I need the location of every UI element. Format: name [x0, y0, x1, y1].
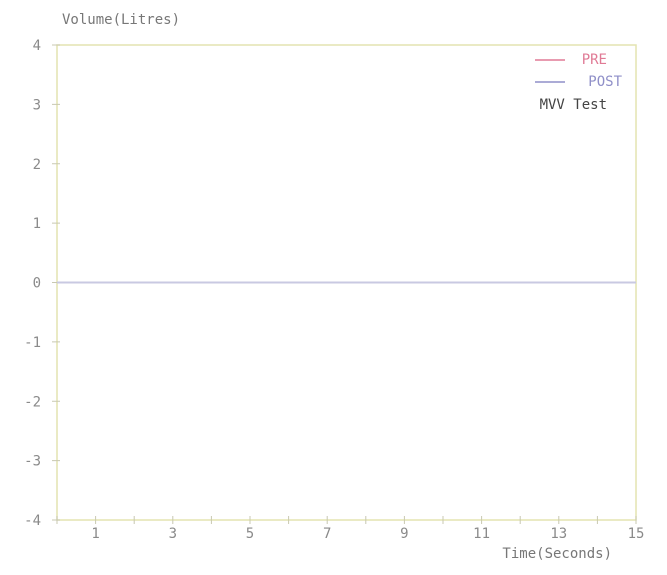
y-axis-title: Volume(Litres)	[62, 12, 180, 28]
x-axis-title: Time(Seconds)	[502, 546, 612, 562]
x-axis-ticks: 1 3 5 7 9 11 13 15	[56, 516, 645, 542]
legend-label-pre: PRE	[582, 52, 607, 68]
legend: PRE POST MVV Test	[535, 52, 623, 113]
x-tick-label: 1	[91, 526, 99, 542]
x-tick-label: 11	[473, 526, 490, 542]
y-axis-ticks: 4 3 2 1 0 -1 -2 -3 -4	[24, 38, 60, 529]
y-tick-label: 4	[33, 38, 41, 54]
test-name-annotation: MVV Test	[540, 97, 607, 113]
x-tick-label: 7	[323, 526, 331, 542]
y-tick-label: 3	[33, 97, 41, 113]
x-tick-label: 15	[628, 526, 645, 542]
y-tick-label: -4	[24, 513, 41, 529]
x-tick-label: 3	[169, 526, 177, 542]
y-tick-label: -3	[24, 454, 41, 470]
x-tick-label: 9	[400, 526, 408, 542]
x-tick-label: 5	[246, 526, 254, 542]
y-tick-label: 2	[33, 157, 41, 173]
y-tick-label: -1	[24, 335, 41, 351]
y-tick-label: 1	[33, 216, 41, 232]
y-tick-label: 0	[33, 276, 41, 292]
y-tick-label: -2	[24, 394, 41, 410]
legend-label-post: POST	[588, 74, 622, 90]
x-tick-label: 13	[550, 526, 567, 542]
